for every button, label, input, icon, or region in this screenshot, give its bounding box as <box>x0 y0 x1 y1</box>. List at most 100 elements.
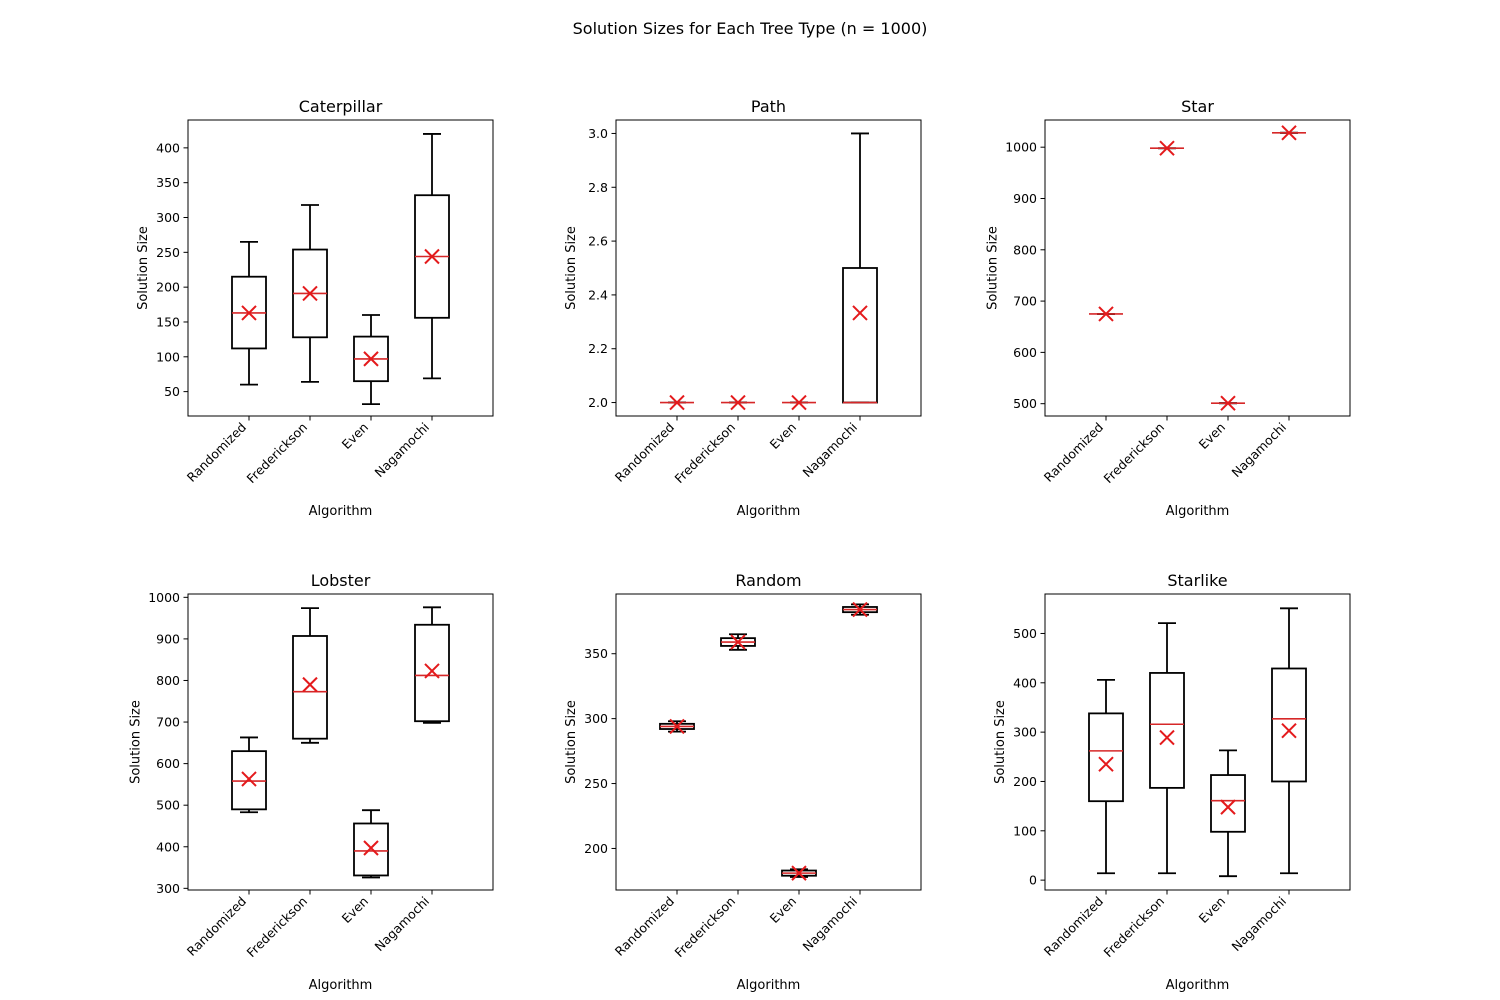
y-tick-label: 600 <box>156 756 180 771</box>
axes-frame <box>615 119 922 417</box>
mean-marker <box>241 305 257 321</box>
y-tick-label: 300 <box>156 881 180 896</box>
y-tick-label: 2.2 <box>588 341 608 356</box>
subplot-grid: Caterpillar 50 100 150 200 250 300 350 400 Random… <box>129 97 1351 993</box>
mean-marker <box>1159 140 1175 156</box>
box-randomized <box>659 718 695 735</box>
y-tick-label: 300 <box>1013 725 1037 740</box>
y-tick-label: 800 <box>1013 242 1037 257</box>
x-axis-label: Algorithm <box>309 504 373 519</box>
mean-marker <box>302 676 318 693</box>
x-tick-label: Even <box>767 894 799 926</box>
box-even <box>353 314 389 406</box>
mean-marker <box>1220 799 1236 815</box>
y-tick-label: 400 <box>1013 675 1037 690</box>
x-tick-label: Even <box>1196 420 1228 452</box>
box-frederickson <box>292 204 328 383</box>
subplot-random: Random 200 250 300 350 RandomizedFrederickson… <box>564 571 922 993</box>
iqr-box <box>1149 672 1185 789</box>
y-axis-label: Solution Size <box>564 226 579 310</box>
iqr-box <box>1271 667 1307 783</box>
mean-marker <box>302 285 318 302</box>
y-axis-label: Solution Size <box>136 226 151 310</box>
axes-frame <box>615 593 922 891</box>
x-tick-label: Nagamochi <box>1229 420 1290 481</box>
mean-marker <box>1281 125 1297 141</box>
y-axis-label: Solution Size <box>564 700 579 784</box>
x-tick-label: Frederickson <box>671 894 738 961</box>
box-frederickson <box>721 394 755 411</box>
figure-title: Solution Sizes for Each Tree Type (n = 1… <box>573 19 928 38</box>
box-nagamochi <box>842 132 878 404</box>
x-tick-label: Even <box>339 894 371 926</box>
box-nagamochi <box>414 606 450 724</box>
subplot-title: Random <box>735 571 801 590</box>
subplot-title: Star <box>1181 97 1214 116</box>
x-axis-label: Algorithm <box>1166 504 1230 519</box>
mean-marker <box>363 351 379 367</box>
mean-marker <box>1098 306 1114 322</box>
x-tick-label: Frederickson <box>671 420 738 487</box>
x-tick-label: Nagamochi <box>800 420 861 481</box>
y-axis-label: Solution Size <box>986 226 1001 310</box>
box-randomized <box>231 240 267 386</box>
iqr-box <box>353 822 389 877</box>
y-tick-label: 3.0 <box>588 126 608 141</box>
y-tick-label: 900 <box>1013 191 1037 206</box>
iqr-box <box>414 623 450 723</box>
x-tick-label: Randomized <box>612 420 677 485</box>
x-tick-label: Nagamochi <box>1229 894 1290 955</box>
y-tick-label: 250 <box>584 776 608 791</box>
box-frederickson <box>292 607 328 744</box>
y-tick-label: 800 <box>156 673 180 688</box>
box-even <box>353 809 389 879</box>
subplot-title: Caterpillar <box>299 97 383 116</box>
mean-marker <box>852 305 868 321</box>
box-randomized <box>1089 306 1123 322</box>
y-tick-label: 50 <box>164 384 180 399</box>
box-frederickson <box>1150 140 1184 156</box>
box-even <box>781 865 817 881</box>
y-tick-label: 400 <box>156 839 180 854</box>
box-frederickson <box>720 633 756 651</box>
subplot-caterpillar: Caterpillar 50 100 150 200 250 300 350 400 Random… <box>136 97 494 519</box>
mean-marker <box>1098 756 1114 772</box>
x-axis-label: Algorithm <box>737 978 801 993</box>
x-tick-label: Frederickson <box>1100 894 1167 961</box>
y-tick-label: 2.6 <box>588 234 608 249</box>
mean-marker <box>669 718 685 735</box>
y-tick-label: 900 <box>156 631 180 646</box>
mean-marker <box>852 601 868 618</box>
subplot-lobster: Lobster 300 400 500 600 700 800 900 1000 Randomiz… <box>129 571 494 993</box>
box-even <box>1210 749 1246 878</box>
x-tick-label: Frederickson <box>243 894 310 961</box>
y-tick-label: 100 <box>156 349 180 364</box>
axes-frame <box>187 119 494 417</box>
mean-marker <box>424 248 440 265</box>
box-nagamochi <box>1271 607 1307 875</box>
mean-marker <box>1220 395 1236 411</box>
subplot-starlike: Starlike 0 100 200 300 400 500 RandomizedFreder… <box>993 571 1351 993</box>
y-tick-label: 1000 <box>148 590 180 605</box>
y-tick-label: 2.4 <box>588 287 608 302</box>
y-tick-label: 350 <box>156 175 180 190</box>
x-tick-label: Randomized <box>184 420 249 485</box>
box-randomized <box>1088 678 1124 875</box>
y-tick-label: 500 <box>156 798 180 813</box>
box-nagamochi <box>414 133 450 380</box>
y-axis-label: Solution Size <box>129 700 144 784</box>
x-tick-label: Nagamochi <box>372 894 433 955</box>
x-tick-label: Frederickson <box>1100 420 1167 487</box>
y-tick-label: 500 <box>1013 626 1037 641</box>
y-tick-label: 100 <box>1013 823 1037 838</box>
x-tick-label: Even <box>1196 894 1228 926</box>
x-tick-label: Nagamochi <box>800 894 861 955</box>
y-tick-label: 200 <box>1013 774 1037 789</box>
box-nagamochi <box>842 601 878 618</box>
y-tick-label: 2.8 <box>588 180 608 195</box>
x-tick-label: Even <box>767 420 799 452</box>
box-frederickson <box>1149 622 1185 875</box>
iqr-box <box>1088 712 1124 803</box>
axes-frame <box>1044 593 1351 891</box>
